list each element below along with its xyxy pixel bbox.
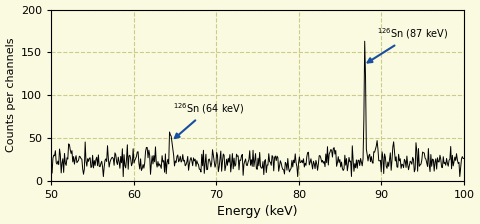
Y-axis label: Counts per channels: Counts per channels [6, 38, 15, 153]
Text: $^{126}$Sn (87 keV): $^{126}$Sn (87 keV) [368, 26, 449, 62]
X-axis label: Energy (keV): Energy (keV) [217, 205, 298, 218]
Text: $^{126}$Sn (64 keV): $^{126}$Sn (64 keV) [173, 101, 245, 138]
